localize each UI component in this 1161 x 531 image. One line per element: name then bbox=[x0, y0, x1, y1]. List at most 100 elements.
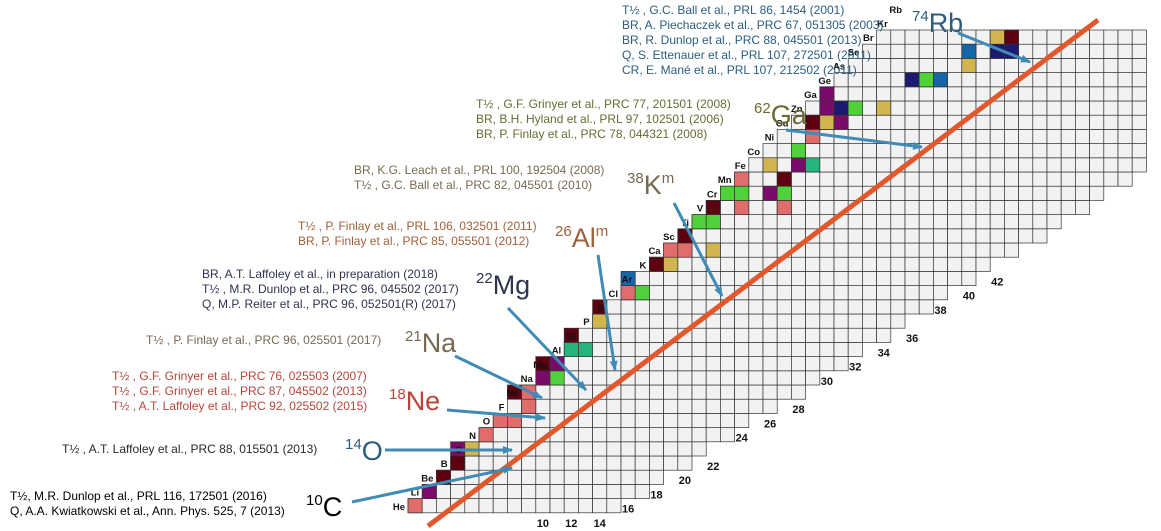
grid-cell bbox=[592, 370, 608, 386]
grid-cell bbox=[535, 398, 551, 414]
grid-cell bbox=[805, 327, 821, 343]
grid-cell bbox=[549, 484, 565, 499]
grid-cell bbox=[989, 143, 1005, 159]
grid-cell bbox=[776, 356, 792, 372]
grid-cell bbox=[1032, 129, 1048, 144]
element-label: Rb bbox=[889, 5, 902, 16]
grid-cell bbox=[1018, 171, 1034, 187]
grid-cell bbox=[933, 171, 948, 187]
grid-cell bbox=[691, 285, 707, 301]
grid-cell bbox=[776, 143, 792, 159]
grid-cell bbox=[634, 398, 650, 414]
neutron-label: 22 bbox=[707, 461, 719, 473]
grid-cell bbox=[762, 327, 778, 343]
grid-cell bbox=[1075, 43, 1090, 59]
nuclide-cell bbox=[407, 498, 423, 514]
element-label: Ge bbox=[818, 76, 831, 87]
grid-cell bbox=[634, 299, 650, 315]
nuclide-label-c10: 10C bbox=[306, 492, 343, 522]
grid-cell bbox=[791, 342, 806, 357]
grid-cell bbox=[521, 427, 537, 443]
grid-cell bbox=[649, 370, 664, 386]
grid-cell bbox=[691, 271, 707, 286]
grid-cell bbox=[1117, 29, 1133, 45]
nuclide-cell bbox=[705, 214, 721, 230]
nuclide-cell bbox=[776, 185, 792, 201]
nuclide-cell bbox=[805, 157, 821, 173]
pointer-arrow bbox=[596, 254, 618, 371]
nuclide-cell bbox=[791, 157, 806, 173]
element-label: Mg bbox=[533, 360, 547, 371]
nuclide-cell bbox=[663, 242, 679, 258]
grid-cell bbox=[833, 342, 849, 357]
grid-cell bbox=[1060, 129, 1076, 144]
grid-cell bbox=[720, 271, 735, 286]
reference-line: T½ , G.F. Grinyer et al., PRC 87, 045502… bbox=[112, 384, 367, 398]
element-label: Na bbox=[521, 374, 534, 385]
grid-cell bbox=[1103, 157, 1119, 173]
grid-cell bbox=[720, 214, 735, 230]
grid-cell bbox=[748, 313, 764, 329]
grid-cell bbox=[1018, 228, 1034, 244]
grid-cell bbox=[819, 157, 835, 173]
element-label: Se bbox=[848, 47, 860, 58]
grid-cell bbox=[1018, 185, 1034, 201]
grid-cell bbox=[1032, 114, 1048, 130]
grid-cell bbox=[776, 384, 792, 400]
grid-cell bbox=[606, 413, 622, 428]
grid-cell bbox=[904, 299, 920, 315]
references-o14: T½ , A.T. Laffoley et al., PRC 88, 01550… bbox=[62, 442, 317, 457]
grid-cell bbox=[975, 242, 991, 258]
grid-cell bbox=[705, 384, 721, 400]
grid-cell bbox=[819, 271, 835, 286]
grid-cell bbox=[791, 171, 806, 187]
grid-cell bbox=[862, 256, 877, 272]
grid-cell bbox=[748, 185, 764, 201]
grid-cell bbox=[478, 455, 494, 471]
grid-cell bbox=[890, 256, 906, 272]
grid-cell bbox=[734, 356, 750, 372]
grid-cell bbox=[1103, 100, 1119, 116]
grid-cell bbox=[890, 185, 906, 201]
grid-cell bbox=[1004, 185, 1019, 201]
grid-cell bbox=[933, 200, 948, 215]
grid-cell bbox=[805, 285, 821, 301]
grid-cell bbox=[947, 58, 963, 73]
grid-cell bbox=[918, 86, 934, 102]
grid-cell bbox=[748, 228, 764, 244]
grid-cell bbox=[819, 342, 835, 357]
element-label: Li bbox=[411, 488, 419, 499]
grid-cell bbox=[421, 498, 437, 514]
grid-cell bbox=[563, 427, 579, 443]
grid-cell bbox=[649, 299, 664, 315]
grid-cell bbox=[876, 242, 892, 258]
grid-cell bbox=[890, 43, 906, 59]
element-label: Mn bbox=[718, 175, 732, 186]
grid-cell bbox=[975, 143, 991, 159]
grid-cell bbox=[691, 356, 707, 372]
element-label: V bbox=[697, 204, 704, 215]
grid-cell bbox=[578, 356, 593, 372]
grid-cell bbox=[1018, 29, 1034, 45]
grid-cell bbox=[1032, 185, 1048, 201]
grid-cell bbox=[862, 285, 877, 301]
grid-cell bbox=[791, 271, 806, 286]
grid-cell bbox=[521, 484, 537, 499]
grid-cell bbox=[862, 242, 877, 258]
grid-cell bbox=[634, 441, 650, 457]
references-na21: T½ , P. Finlay et al., PRC 96, 025501 (2… bbox=[146, 333, 381, 348]
grid-cell bbox=[918, 256, 934, 272]
grid-cell bbox=[805, 313, 821, 329]
grid-cell bbox=[578, 413, 593, 428]
grid-cell bbox=[620, 427, 636, 443]
grid-cell bbox=[1131, 72, 1147, 88]
grid-cell bbox=[947, 86, 963, 102]
grid-cell bbox=[1060, 143, 1076, 159]
nuclide-cell bbox=[521, 398, 537, 414]
nuclide-cell bbox=[705, 200, 721, 215]
grid-cell bbox=[918, 129, 934, 144]
grid-cell bbox=[1060, 72, 1076, 88]
grid-cell bbox=[634, 370, 650, 386]
grid-cell bbox=[705, 370, 721, 386]
grid-cell bbox=[791, 313, 806, 329]
